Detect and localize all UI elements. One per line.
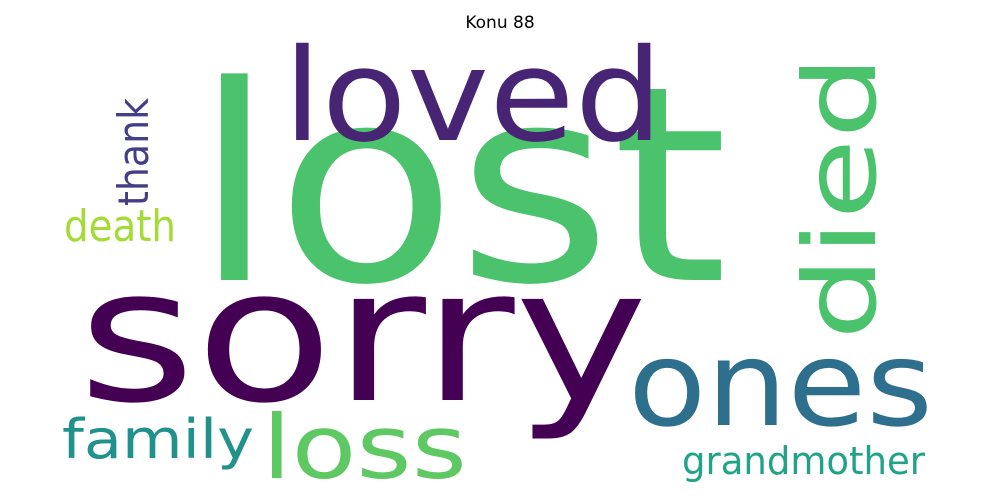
word-thank: thank: [109, 97, 158, 206]
word-loss: loss: [262, 396, 467, 499]
word-ones: ones: [628, 315, 933, 453]
word-loved: loved: [283, 22, 663, 171]
word-sorry: sorry: [78, 228, 648, 444]
word-died: died: [782, 55, 899, 340]
word-family: family: [62, 408, 254, 471]
word-lost: lost: [193, 29, 728, 345]
word-grandmother: grandmother: [682, 439, 925, 483]
word-death: death: [64, 201, 176, 252]
chart-title: Konu 88: [465, 13, 535, 33]
